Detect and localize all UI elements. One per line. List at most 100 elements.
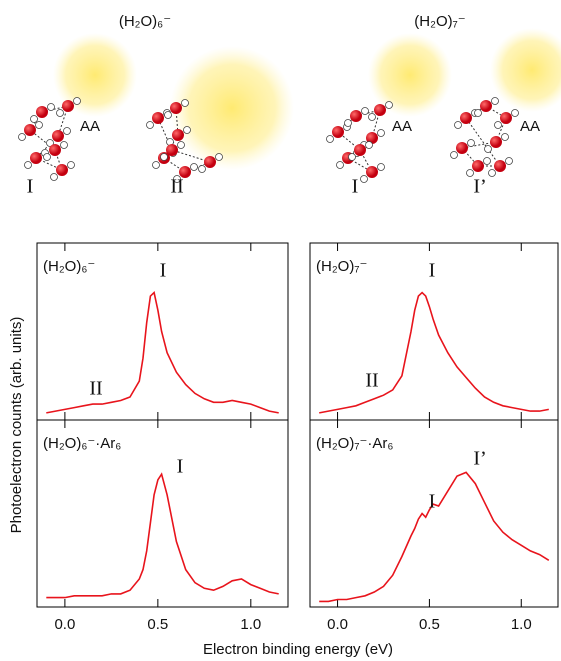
oxygen (166, 144, 178, 156)
hydrogen (484, 158, 491, 165)
hydrogen (489, 170, 496, 177)
hydrogen (475, 110, 482, 117)
cluster-formula: (H₂O)₇⁻ (414, 13, 465, 30)
oxygen (480, 100, 492, 112)
oxygen (30, 152, 42, 164)
x-tick-label: 0.0 (54, 616, 75, 633)
hydrogen (147, 122, 154, 129)
hydrogen (492, 98, 499, 105)
hydrogen (362, 108, 369, 115)
oxygen (36, 106, 48, 118)
hydrogen (366, 142, 373, 149)
electron-cloud (490, 28, 561, 112)
panel-title: (H₂O)₆⁻·Ar₆ (43, 435, 121, 452)
oxygen (374, 104, 386, 116)
isomer-label: I (352, 176, 359, 198)
x-tick-label: 0.5 (147, 616, 168, 633)
oxygen (170, 102, 182, 114)
oxygen (456, 142, 468, 154)
hydrogen (512, 110, 519, 117)
hydrogen (349, 154, 356, 161)
hydrogen (184, 127, 191, 134)
hydrogen (51, 174, 58, 181)
peak-label: I (177, 456, 184, 478)
hydrogen (378, 130, 385, 137)
hydrogen (378, 164, 385, 171)
oxygen (152, 112, 164, 124)
panel-title: (H₂O)₇⁻·Ar₆ (316, 435, 393, 452)
hydrogen (57, 110, 64, 117)
oxygen (204, 156, 216, 168)
hydrogen (74, 98, 81, 105)
hydrogen (337, 162, 344, 169)
hydrogen (161, 154, 168, 161)
hydrogen (25, 162, 32, 169)
oxygen (52, 130, 64, 142)
hydrogen (19, 134, 26, 141)
oxygen (494, 160, 506, 172)
hydrogen (182, 100, 189, 107)
site-label: AA (520, 118, 540, 135)
y-axis-label: Photoelectron counts (arb. units) (8, 317, 25, 534)
spectrum-line (319, 293, 549, 413)
x-axis-label: Electron binding energy (eV) (203, 641, 393, 658)
hydrogen (153, 162, 160, 169)
oxygen (350, 110, 362, 122)
oxygen (172, 129, 184, 141)
oxygen (56, 164, 68, 176)
hydrogen (386, 102, 393, 109)
cluster-formula: (H₂O)₆⁻ (119, 13, 171, 30)
hydrogen (216, 154, 223, 161)
peak-label: II (365, 370, 378, 392)
oxygen (490, 136, 502, 148)
oxygen (366, 166, 378, 178)
isomer-label: II (170, 176, 183, 198)
x-tick-label: 0.0 (327, 616, 348, 633)
hydrogen (369, 114, 376, 121)
isomer-label: I’ (473, 176, 486, 198)
oxygen (472, 160, 484, 172)
hydrogen (36, 122, 43, 129)
site-label: AA (392, 118, 412, 135)
peak-label: I (429, 491, 436, 513)
hydrogen (48, 104, 55, 111)
panel-title: (H₂O)₇⁻ (316, 258, 367, 275)
hydrogen (345, 120, 352, 127)
spectrum-line (46, 293, 278, 413)
hydrogen (31, 116, 38, 123)
hydrogen (485, 146, 492, 153)
hydrogen (506, 158, 513, 165)
peak-label: I (160, 260, 167, 282)
hydrogen (68, 162, 75, 169)
hydrogen (455, 122, 462, 129)
hydrogen (502, 134, 509, 141)
oxygen (460, 112, 472, 124)
hydrogen (178, 142, 185, 149)
hydrogen (468, 140, 475, 147)
x-tick-label: 1.0 (511, 616, 532, 633)
isomer-label: I (27, 176, 34, 198)
hydrogen (361, 176, 368, 183)
hydrogen (327, 136, 334, 143)
electron-cloud (170, 46, 294, 170)
site-label: AA (80, 118, 100, 135)
panel-title: (H₂O)₆⁻ (43, 258, 95, 275)
hydrogen (64, 128, 71, 135)
hydrogen (165, 112, 172, 119)
oxygen (49, 144, 61, 156)
x-tick-label: 1.0 (240, 616, 261, 633)
hydrogen (495, 122, 502, 129)
peak-label: I (429, 260, 436, 282)
oxygen (500, 112, 512, 124)
hydrogen (191, 164, 198, 171)
oxygen (354, 144, 366, 156)
oxygen (332, 126, 344, 138)
figure: Photoelectron counts (arb. units) Electr… (0, 0, 561, 661)
oxygen (24, 124, 36, 136)
peak-label: I’ (473, 448, 486, 470)
spectrum-line (46, 474, 278, 597)
hydrogen (199, 166, 206, 173)
hydrogen (61, 142, 68, 149)
oxygen (62, 100, 74, 112)
hydrogen (44, 154, 51, 161)
